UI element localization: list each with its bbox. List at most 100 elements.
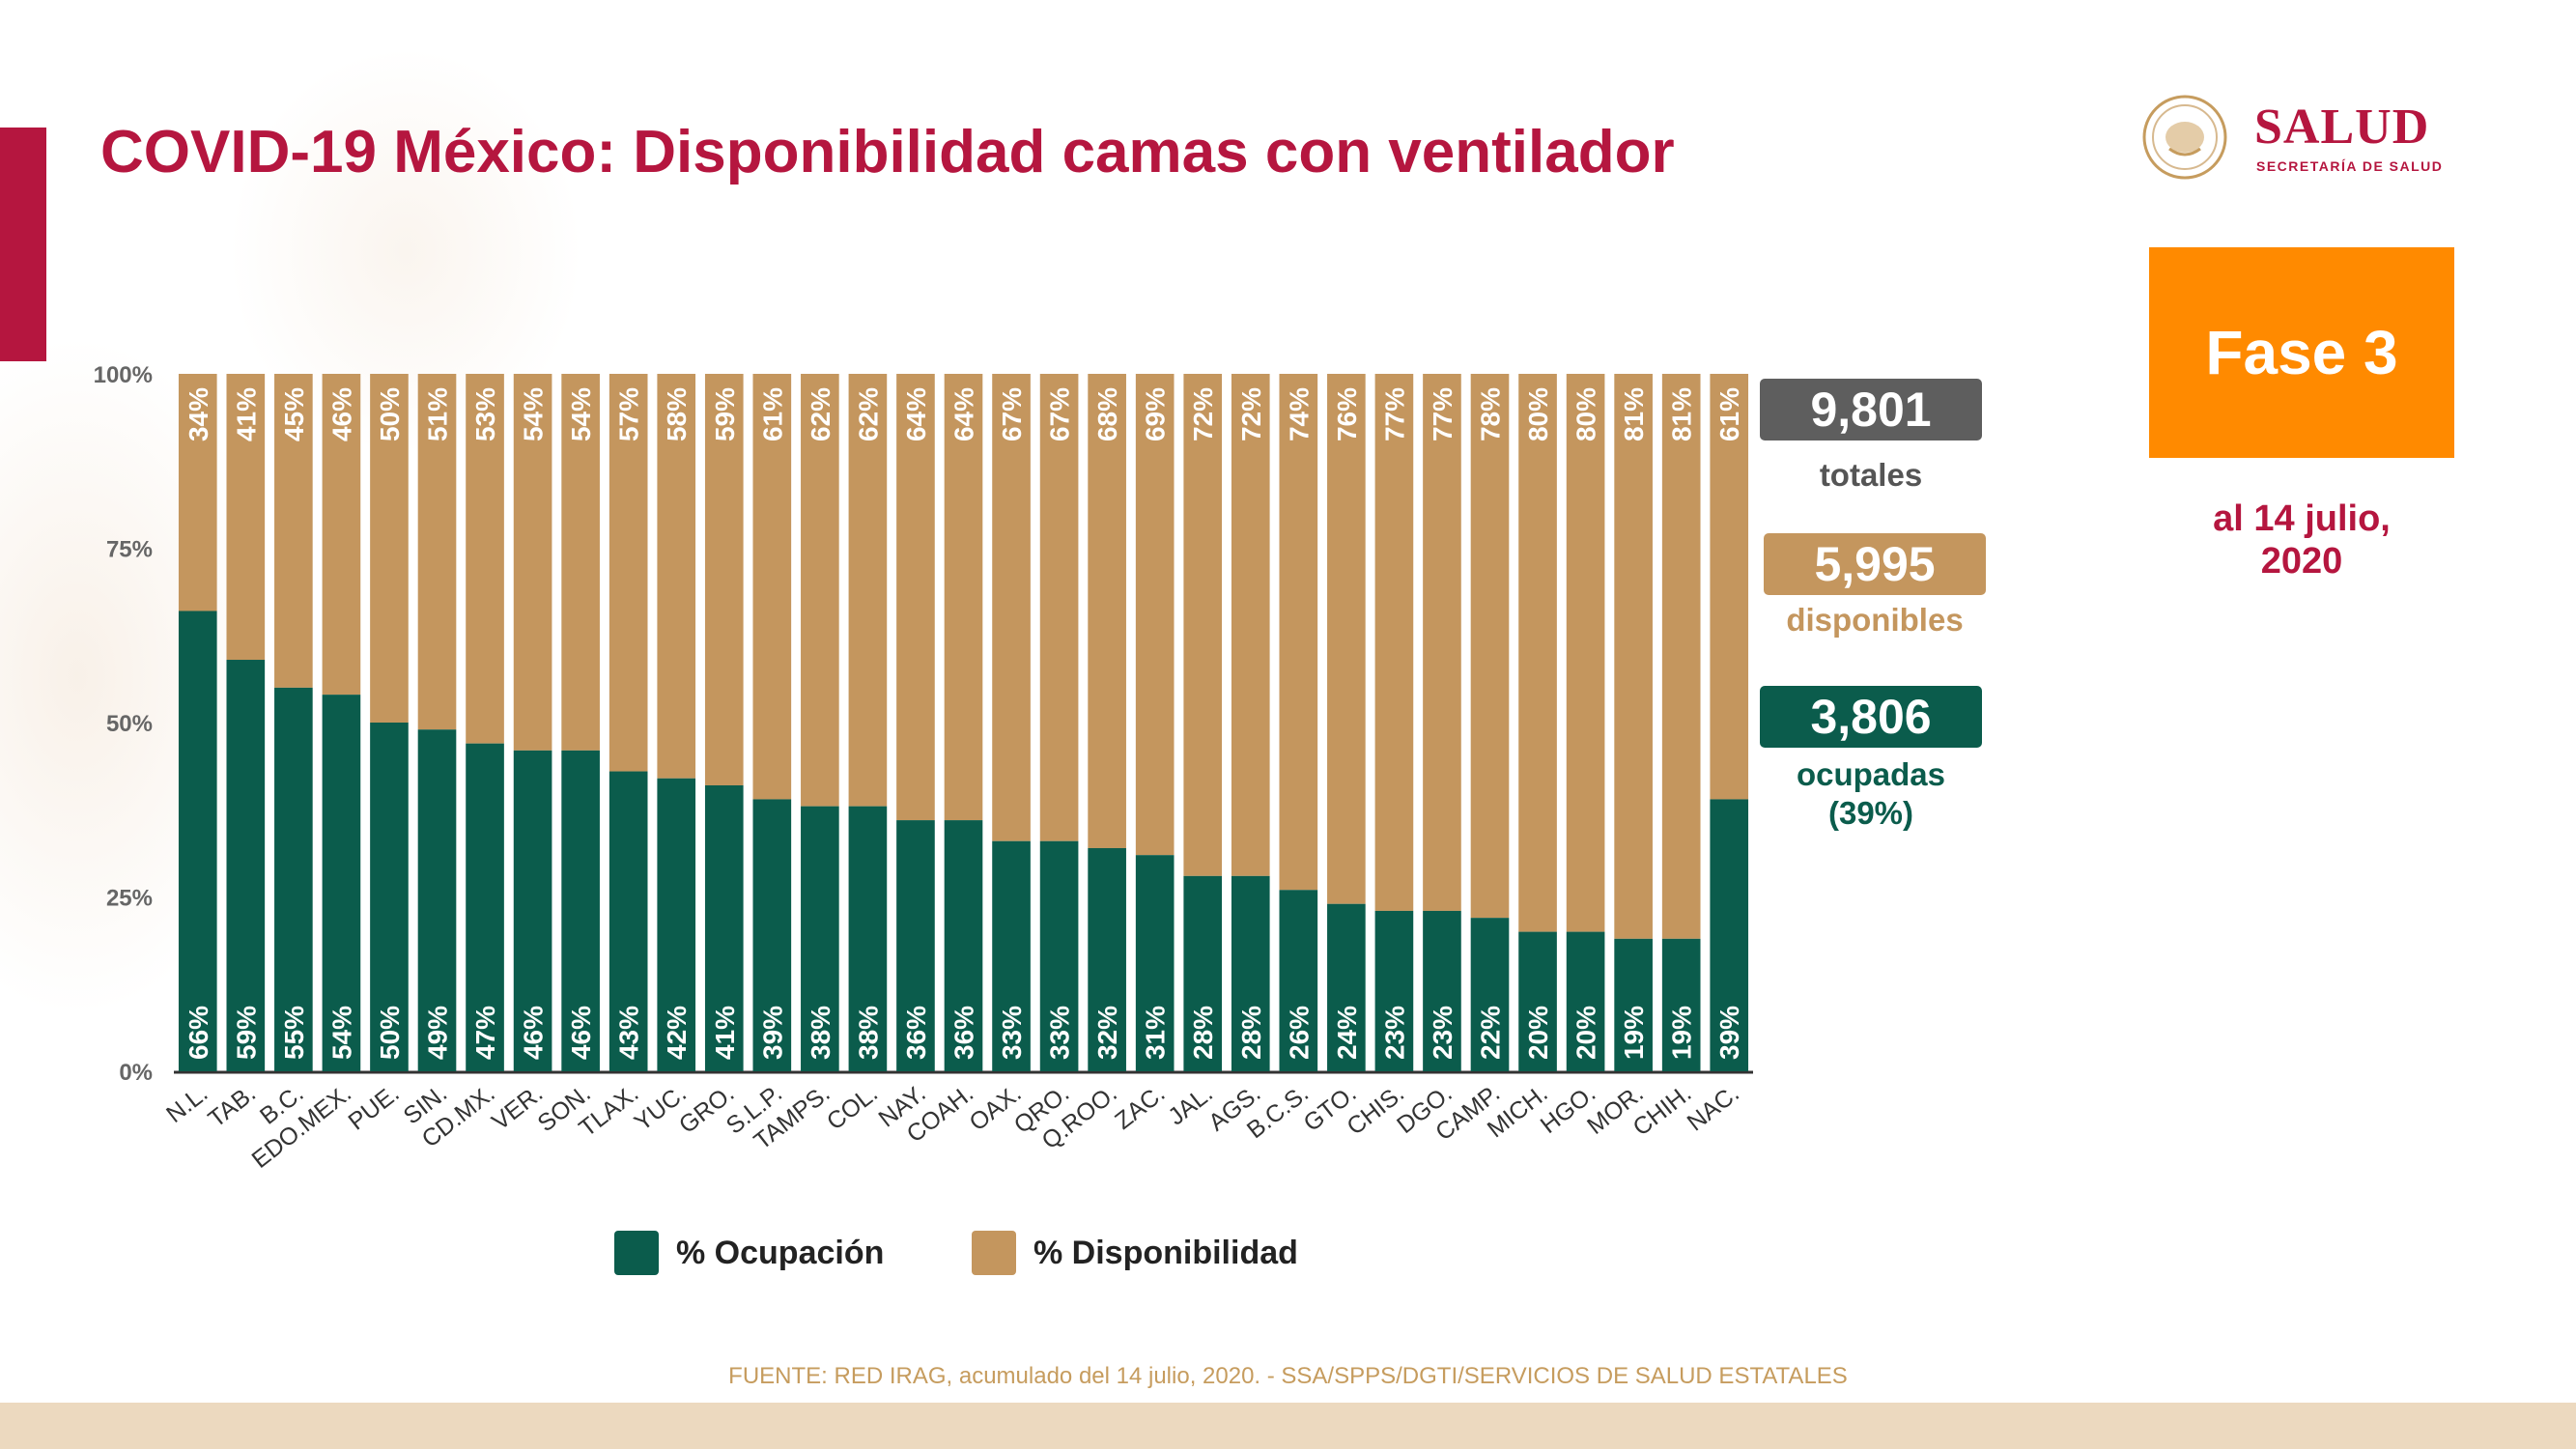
data-label-disponibilidad: 62%	[853, 387, 883, 441]
bar-disponibilidad	[1661, 374, 1701, 939]
ocupadas-label-line2: (39%)	[1827, 794, 1914, 831]
data-label-disponibilidad: 54%	[519, 387, 549, 441]
data-label-disponibilidad: 46%	[326, 387, 356, 441]
data-label-ocupacion: 28%	[1236, 1006, 1266, 1060]
bar-ocupacion	[1327, 903, 1366, 1071]
bar-disponibilidad	[848, 374, 888, 807]
data-label-ocupacion: 19%	[1619, 1006, 1649, 1060]
footer-band	[0, 1403, 2576, 1449]
logo-name: SALUD	[2254, 99, 2430, 155]
data-label-ocupacion: 55%	[279, 1006, 309, 1060]
y-tick-label: 100%	[94, 362, 153, 388]
legend-swatch-ocupacion	[614, 1231, 659, 1275]
bar-disponibilidad	[1566, 374, 1605, 932]
data-label-disponibilidad: 81%	[1619, 387, 1649, 441]
bar-ocupacion	[1088, 847, 1126, 1071]
bar-disponibilidad	[704, 374, 744, 785]
data-label-disponibilidad: 72%	[1188, 387, 1218, 441]
stacked-bar-chart: 0% 25% 50% 75% 100% 66% 34% N.L. 59% 41% TAB. 55% 45…	[94, 362, 1753, 1174]
totales-value: 9,801	[1760, 379, 1982, 440]
bar-disponibilidad	[370, 374, 409, 723]
legend-label-ocupacion: % Ocupación	[676, 1234, 885, 1271]
data-label-ocupacion: 59%	[231, 1006, 261, 1060]
data-label-disponibilidad: 58%	[662, 387, 692, 441]
data-label-disponibilidad: 50%	[375, 387, 405, 441]
bar-ocupacion	[417, 729, 457, 1071]
report-date-line2: 2020	[2260, 540, 2343, 582]
logo-subtitle: SECRETARÍA DE SALUD	[2256, 158, 2444, 174]
data-label-ocupacion: 33%	[1045, 1006, 1075, 1060]
legend-label-disponibilidad: % Disponibilidad	[1033, 1234, 1298, 1271]
bar-disponibilidad	[1279, 374, 1318, 891]
bar-ocupacion	[848, 806, 888, 1071]
data-label-disponibilidad: 51%	[423, 387, 453, 441]
data-label-disponibilidad: 76%	[1332, 387, 1362, 441]
data-label-disponibilidad: 57%	[614, 387, 644, 441]
data-label-disponibilidad: 78%	[1476, 387, 1506, 441]
data-label-ocupacion: 46%	[566, 1006, 596, 1060]
data-label-ocupacion: 36%	[949, 1006, 979, 1060]
bar-disponibilidad	[1710, 374, 1749, 800]
data-label-ocupacion: 20%	[1571, 1006, 1601, 1060]
bar-disponibilidad	[1470, 374, 1510, 919]
bar-disponibilidad	[466, 374, 504, 744]
page-title: COVID-19 México: Disponibilidad camas co…	[100, 119, 1675, 185]
bar-ocupacion	[1231, 875, 1270, 1071]
data-label-disponibilidad: 77%	[1428, 387, 1458, 441]
bar-ocupacion	[1183, 875, 1223, 1071]
bar-disponibilidad	[1327, 374, 1366, 904]
data-label-ocupacion: 31%	[1141, 1006, 1171, 1060]
data-label-disponibilidad: 67%	[1045, 387, 1075, 441]
data-label-disponibilidad: 64%	[901, 387, 931, 441]
x-tick-label: CHIS.	[1342, 1080, 1409, 1141]
data-label-ocupacion: 50%	[375, 1006, 405, 1060]
bar-disponibilidad	[1039, 374, 1079, 841]
report-date: al 14 julio, 2020	[2149, 498, 2454, 582]
data-label-ocupacion: 23%	[1428, 1006, 1458, 1060]
bar-disponibilidad	[178, 374, 217, 611]
data-label-ocupacion: 49%	[423, 1006, 453, 1060]
data-label-disponibilidad: 41%	[231, 387, 261, 441]
bar-disponibilidad	[801, 374, 839, 807]
data-label-disponibilidad: 67%	[997, 387, 1027, 441]
bar-disponibilidad	[1183, 374, 1223, 876]
data-label-ocupacion: 32%	[1092, 1006, 1122, 1060]
bar-disponibilidad	[1374, 374, 1414, 911]
x-tick-label: TAB.	[203, 1080, 261, 1133]
ocupadas-label-line1: ocupadas	[1796, 756, 1946, 792]
bar-ocupacion	[1518, 931, 1557, 1071]
data-label-ocupacion: 47%	[470, 1006, 500, 1060]
data-label-ocupacion: 22%	[1476, 1006, 1506, 1060]
bar-disponibilidad	[609, 374, 648, 772]
salud-logo: SALUD SECRETARÍA DE SALUD	[2140, 89, 2459, 185]
bar-ocupacion	[801, 806, 839, 1071]
bar-disponibilidad	[944, 374, 983, 821]
data-label-disponibilidad: 68%	[1092, 387, 1122, 441]
data-label-ocupacion: 26%	[1284, 1006, 1314, 1060]
bar-disponibilidad	[1135, 374, 1175, 856]
data-label-ocupacion: 20%	[1523, 1006, 1553, 1060]
bar-ocupacion	[609, 771, 648, 1071]
data-label-disponibilidad: 64%	[949, 387, 979, 441]
x-tick-label: NAC.	[1683, 1080, 1744, 1137]
bar-disponibilidad	[561, 374, 600, 751]
data-label-ocupacion: 38%	[853, 1006, 883, 1060]
bar-ocupacion	[1614, 938, 1653, 1071]
bar-ocupacion	[178, 611, 217, 1071]
y-tick-label: 25%	[106, 886, 153, 912]
bar-ocupacion	[657, 778, 696, 1071]
bar-disponibilidad	[322, 374, 361, 696]
bar-ocupacion	[1039, 840, 1079, 1071]
bar-disponibilidad	[1518, 374, 1557, 932]
data-label-disponibilidad: 59%	[710, 387, 740, 441]
bar-ocupacion	[322, 695, 361, 1071]
data-label-disponibilidad: 62%	[806, 387, 835, 441]
data-label-ocupacion: 23%	[1379, 1006, 1409, 1060]
data-label-ocupacion: 46%	[519, 1006, 549, 1060]
bar-disponibilidad	[226, 374, 266, 661]
bar-ocupacion	[1566, 931, 1605, 1071]
x-tick-label: VER.	[487, 1080, 548, 1136]
data-label-disponibilidad: 53%	[470, 387, 500, 441]
bar-disponibilidad	[657, 374, 696, 779]
bar-ocupacion	[561, 750, 600, 1071]
